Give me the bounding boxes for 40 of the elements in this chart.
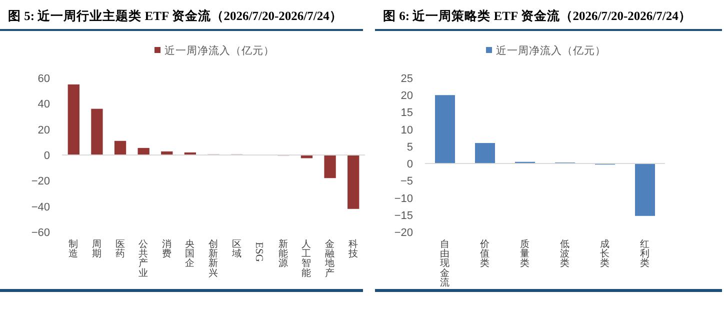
x-tick-label: 制造 xyxy=(68,238,79,260)
y-tick-label: 60 xyxy=(38,73,50,85)
chart-title: 图 6: 近一周策略类 ETF 资金流（2026/7/20-2026/7/24） xyxy=(383,8,692,23)
y-tick-label: −15 xyxy=(394,210,413,222)
x-tick-label: 金融地产 xyxy=(324,238,336,279)
x-tick-label: 央国企 xyxy=(185,238,196,270)
x-tick-label: 公共产业 xyxy=(138,238,149,279)
x-tick-label: 成长类 xyxy=(600,238,610,270)
y-tick-label: 40 xyxy=(38,98,50,111)
x-tick-label: 区域 xyxy=(230,239,242,260)
legend-label: 近一周净流入（亿元） xyxy=(164,44,274,57)
x-tick-label: 低波类 xyxy=(560,239,570,270)
y-tick-label: −20 xyxy=(394,227,413,239)
y-tick-label: −40 xyxy=(31,201,50,214)
y-tick-label: 25 xyxy=(400,73,413,85)
legend-label: 近一周净流入（亿元） xyxy=(496,44,606,57)
x-tick-label: ESG xyxy=(253,242,264,262)
x-tick-label: 红利类 xyxy=(640,238,650,270)
y-tick-label: −60 xyxy=(31,227,50,239)
y-tick-label: −5 xyxy=(400,176,413,188)
y-tick-label: 20 xyxy=(400,90,413,102)
y-tick-label: 0 xyxy=(406,158,413,171)
x-tick-label: 周期 xyxy=(92,239,102,260)
y-tick-label: −10 xyxy=(394,192,413,205)
y-tick-label: 0 xyxy=(44,150,50,162)
x-tick-label: 创新新兴 xyxy=(208,238,218,279)
x-tick-label: 自由现金流 xyxy=(440,238,450,288)
x-tick-label: 人工智能 xyxy=(302,239,312,279)
x-tick-label: 价值类 xyxy=(479,238,490,270)
chart-title: 图 5: 近一周行业主题类 ETF 资金流（2026/7/20-2026/7/24） xyxy=(8,8,342,23)
x-tick-label: 消费 xyxy=(162,238,172,260)
x-tick-label: 科技 xyxy=(347,238,358,260)
y-tick-label: 20 xyxy=(38,124,50,136)
x-tick-label: 质量类 xyxy=(520,238,530,270)
y-tick-label: −20 xyxy=(31,176,50,188)
y-tick-label: 15 xyxy=(400,107,413,120)
y-tick-label: 5 xyxy=(406,141,413,154)
y-tick-label: 10 xyxy=(400,124,413,136)
x-tick-label: 新能源 xyxy=(278,238,288,270)
x-tick-label: 医药 xyxy=(115,239,126,260)
